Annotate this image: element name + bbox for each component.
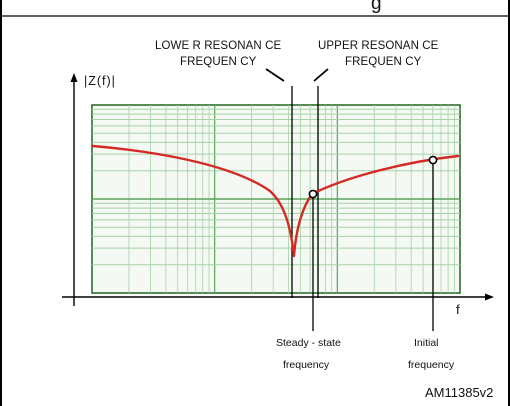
lower-resonance-leader bbox=[265, 68, 285, 82]
x-axis-label: f bbox=[456, 302, 460, 317]
x-axis-arrowhead bbox=[485, 293, 494, 301]
lower-resonance-label-line1: LOWE R RESONAN CE bbox=[155, 40, 282, 52]
y-axis-arrowhead bbox=[70, 73, 78, 82]
steady-state-label-line1: Steady - state bbox=[276, 337, 341, 349]
figure-id: AM11385v2 bbox=[425, 385, 494, 400]
steady-state-label-line2: frequency bbox=[283, 359, 330, 371]
upper-resonance-label-line1: UPPER RESONAN CE bbox=[318, 40, 439, 52]
y-axis-label: |Z(f)| bbox=[84, 74, 116, 88]
impedance-curve bbox=[91, 144, 460, 258]
steady-state-point bbox=[308, 189, 318, 199]
lower-resonance-label-line2: FREQUEN CY bbox=[180, 56, 257, 68]
upper-resonance-leader bbox=[313, 68, 329, 82]
initial-frequency-label-line1: Initial bbox=[414, 337, 439, 349]
header-title-fragment: g bbox=[371, 0, 382, 14]
initial-frequency-point bbox=[428, 155, 438, 165]
upper-resonance-label-line2: FREQUEN CY bbox=[345, 56, 422, 68]
initial-frequency-label-line2: frequency bbox=[408, 359, 455, 371]
plot-grid bbox=[92, 105, 460, 293]
